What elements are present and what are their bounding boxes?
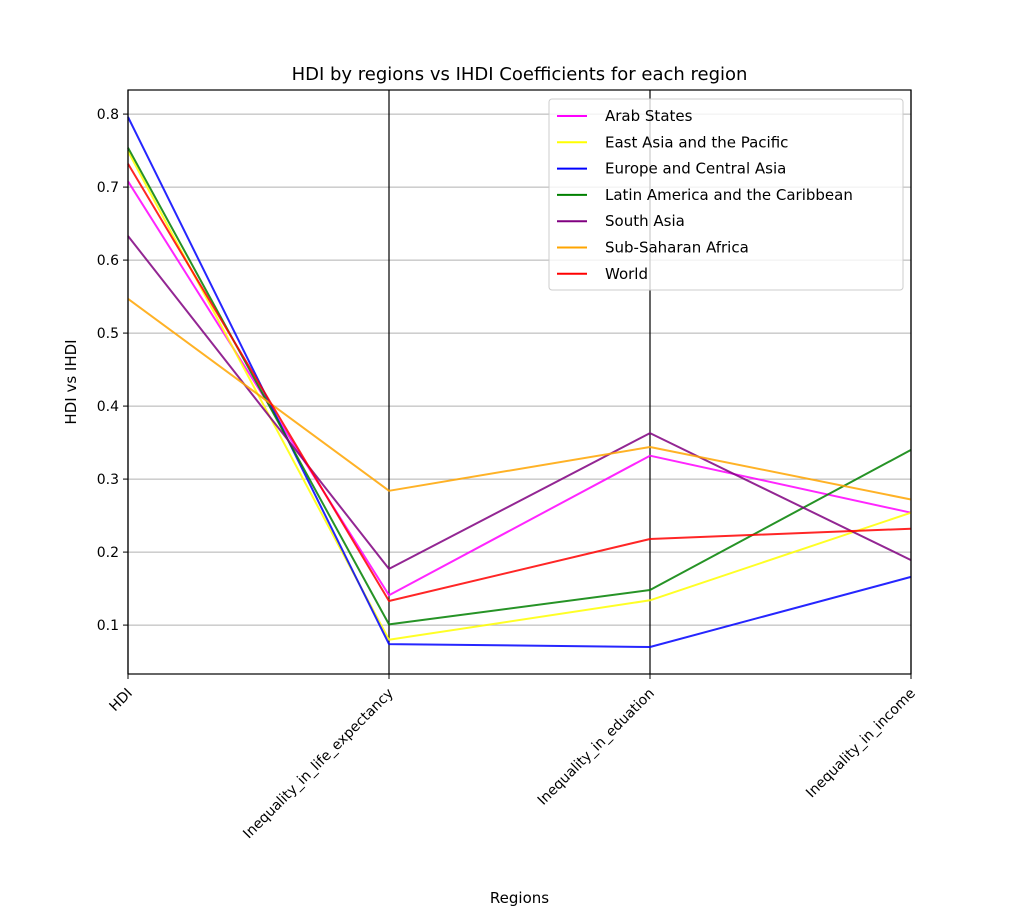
y-tick-label: 0.5 — [97, 326, 119, 342]
chart-title: HDI by regions vs IHDI Coefficients for … — [292, 64, 748, 85]
legend-label: Latin America and the Caribbean — [605, 186, 853, 204]
y-tick-label: 0.2 — [97, 545, 119, 561]
x-axis: HDI Inequality_in_life_expectancy Inequali… — [107, 674, 919, 842]
y-tick-label: 0.4 — [97, 399, 119, 415]
grid — [128, 113, 911, 626]
y-axis: 0.1 0.2 0.3 0.4 0.5 0.6 0.7 0.8 — [97, 107, 128, 634]
series-line-6 — [127, 163, 912, 602]
series-line-4 — [127, 235, 912, 570]
legend-label: Europe and Central Asia — [605, 160, 786, 178]
legend-label: World — [605, 265, 648, 283]
legend-label: Arab States — [605, 107, 693, 125]
series-line-5 — [127, 297, 912, 501]
x-tick-label: Inequality_in_life_expectancy — [240, 686, 397, 843]
legend-frame — [548, 98, 904, 291]
legend-label: South Asia — [605, 212, 685, 230]
legend-label: East Asia and the Pacific — [605, 133, 788, 151]
legend-label: Sub-Saharan Africa — [605, 239, 749, 257]
y-tick-label: 0.8 — [97, 107, 119, 123]
series-lines — [127, 116, 912, 648]
x-axis-label: Regions — [490, 889, 549, 907]
y-tick-label: 0.1 — [97, 618, 119, 634]
x-tick-label: HDI — [107, 686, 136, 715]
x-tick-label: Inequality_in_eduation — [535, 686, 658, 809]
legend: Arab States East Asia and the Pacific Euro… — [548, 98, 904, 291]
y-tick-label: 0.3 — [97, 472, 119, 488]
series-line-0 — [127, 180, 912, 597]
x-tick-label: Inequality_in_income — [803, 686, 919, 802]
y-tick-label: 0.7 — [97, 180, 119, 196]
series-line-3 — [127, 147, 912, 626]
plot-frame — [127, 89, 912, 675]
y-axis-label: HDI vs IHDI — [62, 339, 80, 424]
y-tick-label: 0.6 — [97, 253, 119, 269]
